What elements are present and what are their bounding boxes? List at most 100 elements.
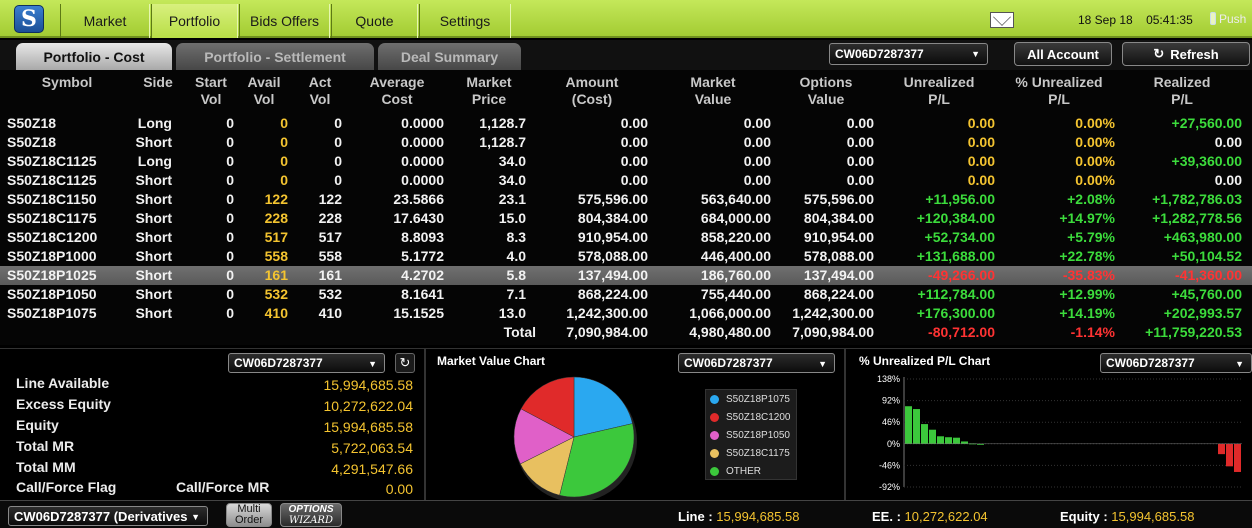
account-select[interactable]: CW06D7287377 ▼ xyxy=(829,43,988,65)
column-header-market-value[interactable]: Market Value xyxy=(653,74,773,108)
unrealized-chart-select[interactable]: CW06D7287377 ▼ xyxy=(1100,353,1252,373)
column-header-options-value[interactable]: Options Value xyxy=(766,74,886,108)
pie-slice-s50z18p1050[interactable] xyxy=(513,408,575,465)
y-tick-label: 46% xyxy=(882,417,900,427)
bar[interactable] xyxy=(905,406,912,444)
cell-realized-pl: +39,360.00 xyxy=(1171,153,1242,169)
table-row[interactable]: S50Z18C1175 Short 0 228 228 17.6430 15.0 804,38… xyxy=(0,209,1252,228)
account-panel-select[interactable]: CW06D7287377 ▼ xyxy=(228,353,385,373)
cell-symbol: S50Z18C1125 xyxy=(7,172,97,188)
cell-unrealized-pl: +131,688.00 xyxy=(916,248,995,264)
bar[interactable] xyxy=(1226,443,1233,467)
bar[interactable] xyxy=(953,437,960,444)
column-header-act-vol[interactable]: Act Vol xyxy=(260,74,380,108)
table-row[interactable]: S50Z18P1000 Short 0 558 558 5.1772 4.0 578,088.… xyxy=(0,247,1252,266)
legend-item: S50Z18C1175 xyxy=(710,448,790,459)
column-header-line: Realized xyxy=(1153,74,1211,90)
nav-tab-portfolio[interactable]: Portfolio xyxy=(151,4,238,38)
column-header-avail-vol[interactable]: Avail Vol xyxy=(204,74,324,108)
nav-tab-quote[interactable]: Quote xyxy=(331,4,418,38)
column-header-amount-cost[interactable]: Amount (Cost) xyxy=(532,74,652,108)
nav-tab-bids-offers[interactable]: Bids Offers xyxy=(239,4,330,38)
push-indicator[interactable]: Push xyxy=(1210,12,1246,26)
market-value-chart-select-value: CW06D7287377 xyxy=(684,356,773,370)
table-row[interactable]: S50Z18P1050 Short 0 532 532 8.1641 7.1 868,224.… xyxy=(0,285,1252,304)
table-row[interactable]: S50Z18C1125 Short 0 0 0 0.0000 34.0 0.00 0.00 0.0… xyxy=(0,171,1252,190)
refresh-button[interactable]: ↻ Refresh xyxy=(1122,42,1250,66)
cell-act-vol: 0 xyxy=(334,153,342,169)
pie-slice-s50z18c1200[interactable] xyxy=(520,376,575,438)
cell-market-value: 0.00 xyxy=(743,134,771,150)
bar[interactable] xyxy=(937,436,944,444)
column-header-pct-unrealized-pl[interactable]: % Unrealized P/L xyxy=(999,74,1119,108)
status-account-select[interactable]: CW06D7287377 (Derivatives ▼ xyxy=(8,506,208,526)
multi-order-line2: Order xyxy=(234,514,264,526)
cell-average-cost: 8.8093 xyxy=(401,229,444,245)
column-header-realized-pl[interactable]: Realized P/L xyxy=(1122,74,1242,108)
legend-swatch xyxy=(710,395,719,404)
cell-market-price: 1,128.7 xyxy=(479,134,526,150)
bar[interactable] xyxy=(921,424,928,444)
cell-average-cost: 5.1772 xyxy=(401,248,444,264)
legend-label: OTHER xyxy=(726,466,761,477)
panel-divider xyxy=(844,348,846,500)
cell-avail-vol: 161 xyxy=(264,267,288,283)
cell-start-vol: 0 xyxy=(226,267,234,283)
cell-options-value: 578,088.00 xyxy=(803,248,874,264)
table-row[interactable]: S50Z18 Short 0 0 0 0.0000 1,128.7 0.00 0.00 0.00 0… xyxy=(0,133,1252,152)
push-label: Push xyxy=(1219,12,1247,26)
cell-act-vol: 0 xyxy=(334,172,342,188)
cell-market-price: 23.1 xyxy=(498,191,526,207)
column-header-start-vol[interactable]: Start Vol xyxy=(151,74,271,108)
legend-item: S50Z18P1075 xyxy=(710,394,790,405)
pie-slice-s50z18c1175[interactable] xyxy=(520,436,575,496)
account-refresh-icon[interactable]: ↻ xyxy=(395,353,415,373)
market-value-chart-select[interactable]: CW06D7287377 ▼ xyxy=(678,353,835,373)
table-row[interactable]: S50Z18C1150 Short 0 122 122 23.5866 23.1 575,59… xyxy=(0,190,1252,209)
total-label: Total xyxy=(503,324,536,340)
mail-icon[interactable] xyxy=(990,12,1014,28)
total-options-value: 7,090,984.00 xyxy=(792,324,874,340)
nav-tab-settings[interactable]: Settings xyxy=(419,4,511,38)
table-row[interactable]: S50Z18P1075 Short 0 410 410 15.1525 13.0 1,242,… xyxy=(0,304,1252,323)
bar[interactable] xyxy=(961,441,968,444)
y-tick-label: -46% xyxy=(879,460,900,470)
column-header-unrealized-pl[interactable]: Unrealized P/L xyxy=(879,74,999,108)
table-row[interactable]: S50Z18C1125 Long 0 0 0 0.0000 34.0 0.00 0.00 0.00… xyxy=(0,152,1252,171)
tab-portfolio-cost[interactable]: Portfolio - Cost xyxy=(16,43,172,70)
bar[interactable] xyxy=(1218,443,1225,455)
tab-deal-summary[interactable]: Deal Summary xyxy=(378,43,521,70)
table-row[interactable]: S50Z18 Long 0 0 0 0.0000 1,128.7 0.00 0.00 0.00 0.… xyxy=(0,114,1252,133)
unrealized-chart-select-value: CW06D7287377 xyxy=(1106,356,1195,370)
column-header-market-price[interactable]: Market Price xyxy=(429,74,549,108)
legend-item: S50Z18C1200 xyxy=(710,412,791,423)
app-logo[interactable]: S xyxy=(14,5,44,33)
legend-swatch xyxy=(710,413,719,422)
bar[interactable] xyxy=(1234,443,1241,472)
pie-slice-s50z18p1075[interactable] xyxy=(573,376,633,438)
pie-slice-other[interactable] xyxy=(559,423,635,498)
cell-side: Short xyxy=(135,248,172,264)
table-row[interactable]: S50Z18P1025 Short 0 161 161 4.2702 5.8 137,494.… xyxy=(0,266,1252,285)
bar[interactable] xyxy=(913,409,920,444)
nav-tab-market[interactable]: Market xyxy=(60,4,150,38)
unrealized-bar-chart: 138% 92% 46% 0% -46% -92% xyxy=(877,374,1242,492)
column-header-average-cost[interactable]: Average Cost xyxy=(337,74,457,108)
refresh-icon: ↻ xyxy=(1153,46,1165,61)
push-icon xyxy=(1210,12,1216,25)
tab-portfolio-settlement[interactable]: Portfolio - Settlement xyxy=(176,43,374,70)
options-wizard-button[interactable]: OPTIONS WIZARD xyxy=(280,503,342,527)
column-header-symbol[interactable]: Symbol xyxy=(7,74,127,91)
bar[interactable] xyxy=(929,429,936,444)
cell-unrealized-pl: +120,384.00 xyxy=(916,210,995,226)
all-account-button[interactable]: All Account xyxy=(1014,42,1112,66)
unrealized-chart-panel: % Unrealized P/L Chart CW06D7287377 ▼ 13… xyxy=(846,348,1252,500)
cell-realized-pl: +45,760.00 xyxy=(1171,286,1242,302)
table-row[interactable]: S50Z18C1200 Short 0 517 517 8.8093 8.3 910,954.… xyxy=(0,228,1252,247)
column-header-side[interactable]: Side xyxy=(98,74,218,91)
bar[interactable] xyxy=(945,437,952,444)
bar[interactable] xyxy=(977,443,984,445)
total-unrealized: -80,712.00 xyxy=(928,324,995,340)
multi-order-button[interactable]: Multi Order xyxy=(226,503,272,527)
